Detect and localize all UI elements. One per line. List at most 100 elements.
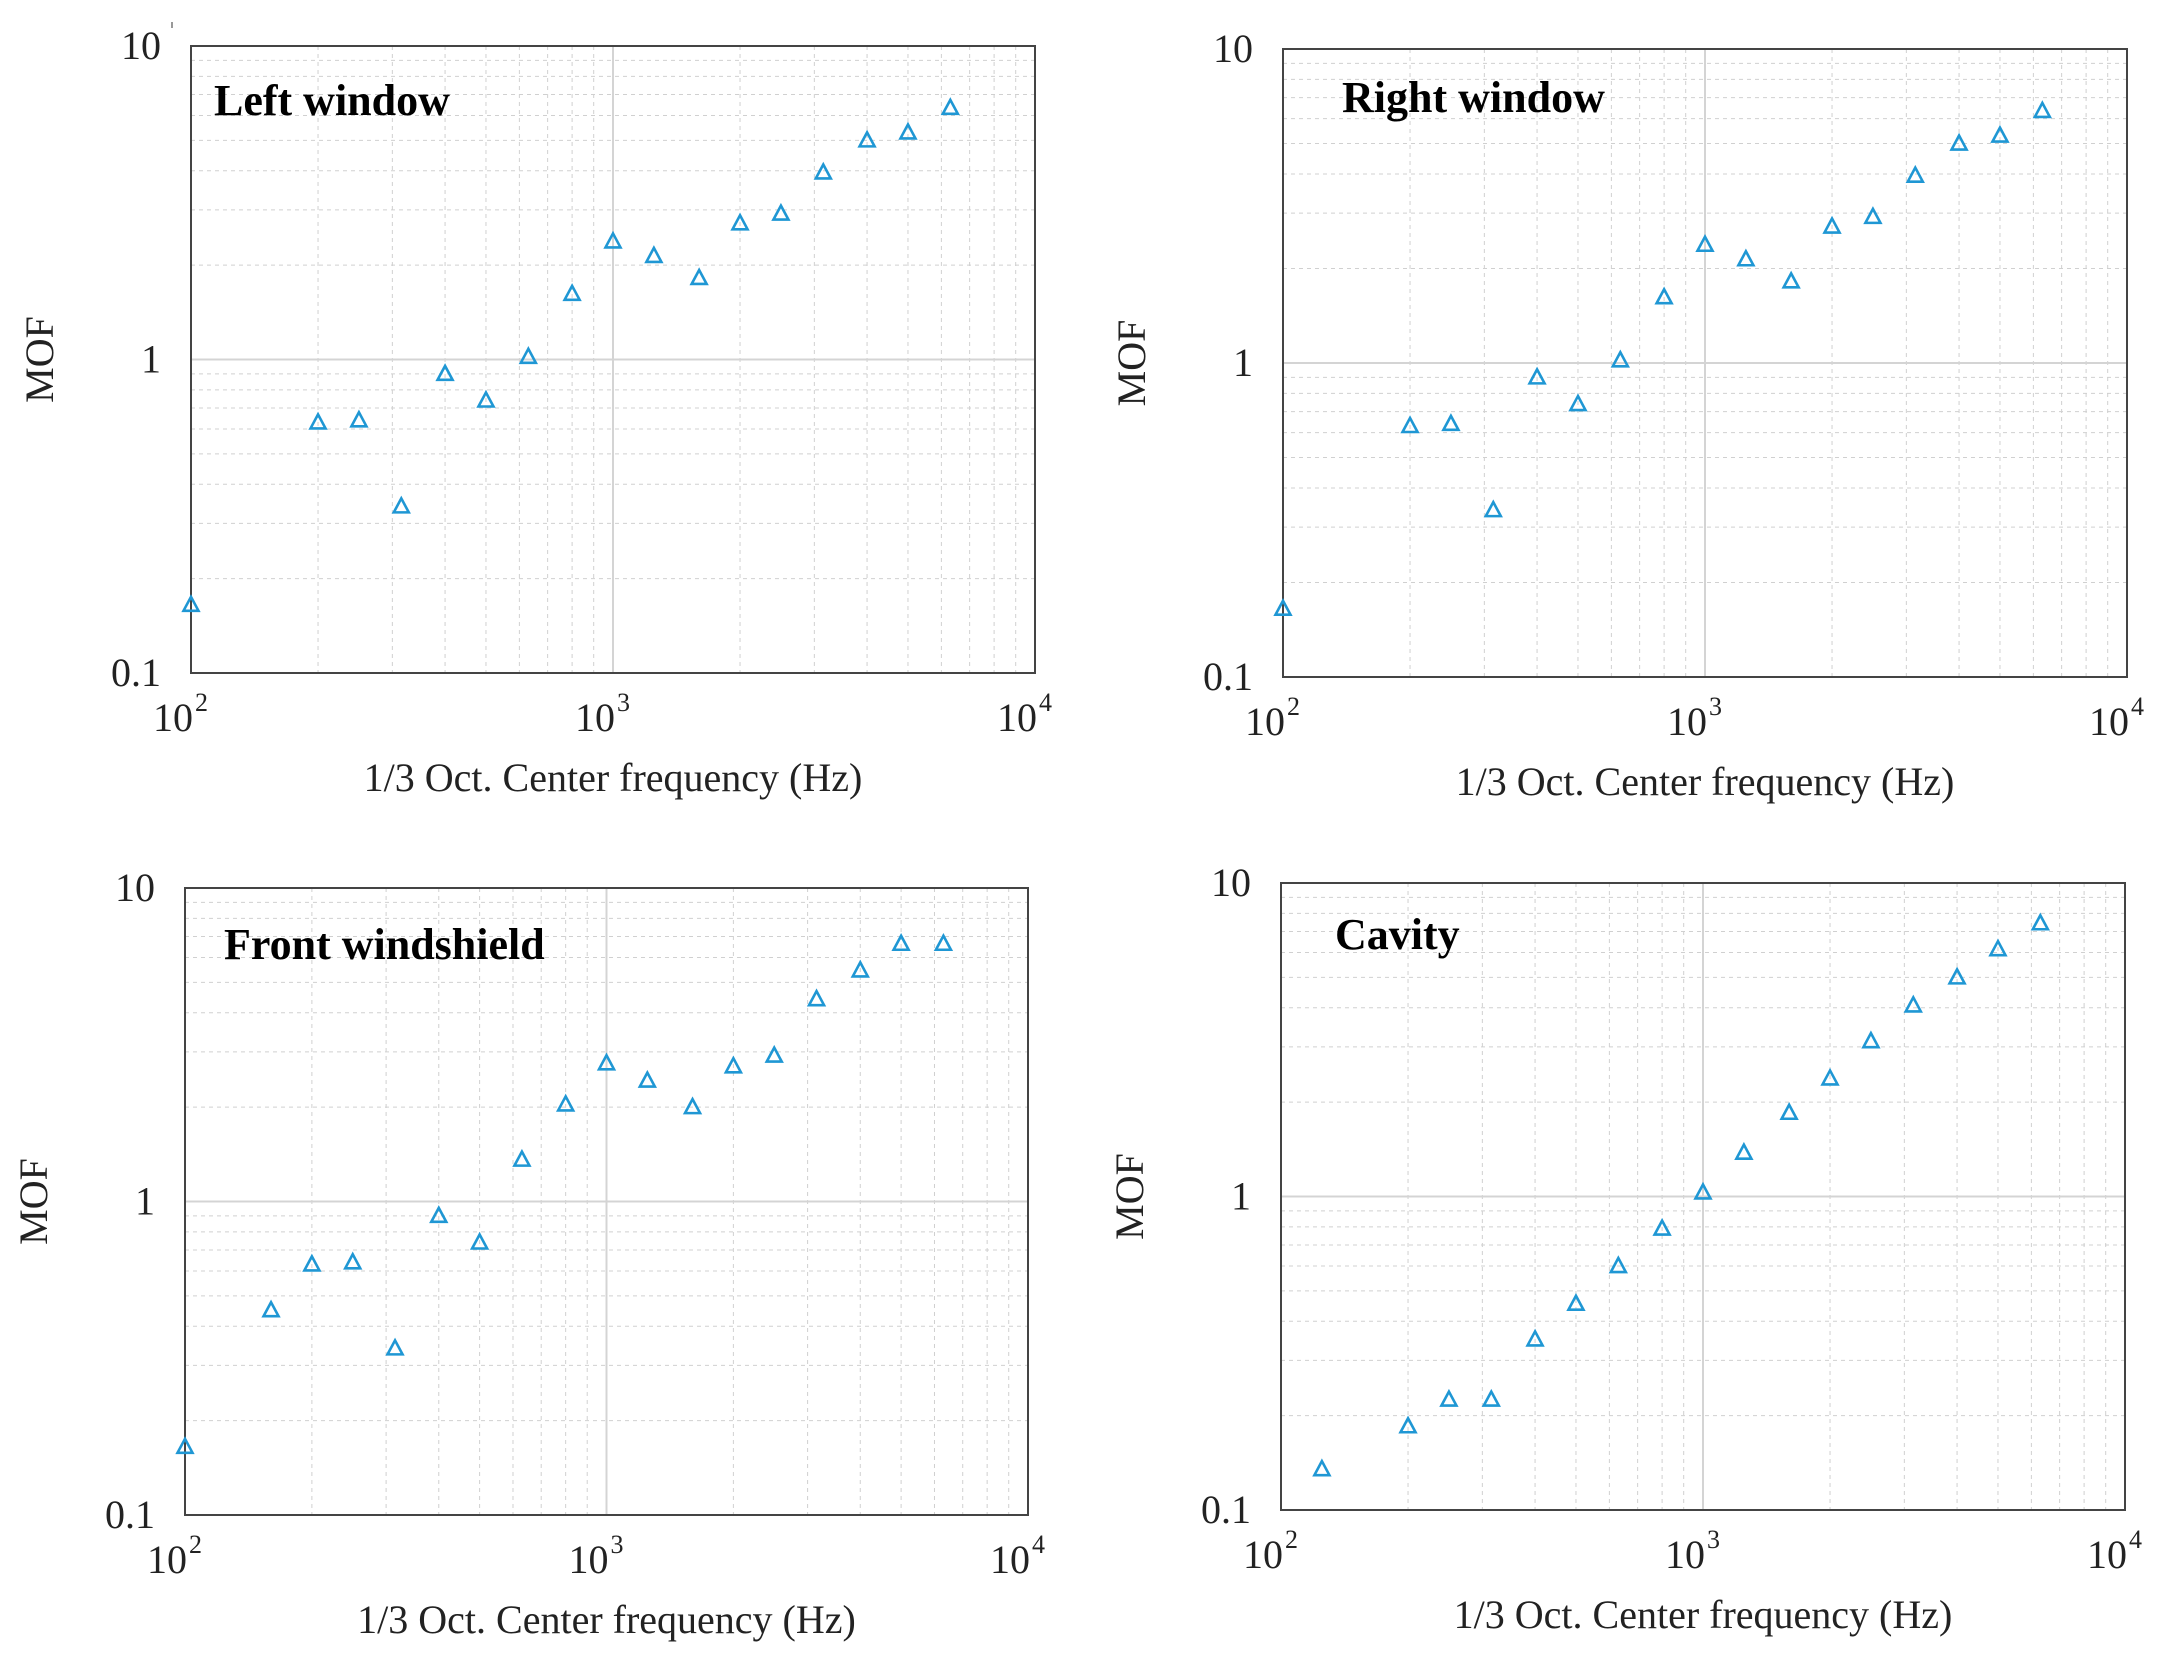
data-point <box>689 267 709 286</box>
panel-title: Left window <box>214 76 450 125</box>
axes-frame <box>1282 48 2128 678</box>
x-tick-base: 10 <box>1243 1532 1283 1577</box>
data-point <box>1990 124 2010 143</box>
x-tick-label: 10 3 <box>1665 1525 1720 1577</box>
data-point <box>771 202 791 221</box>
x-tick-exponent: 4 <box>2129 1525 2142 1554</box>
data-series <box>1273 100 2052 617</box>
data-point <box>850 959 870 978</box>
data-point <box>1400 415 1420 434</box>
y-tick-label: 10 <box>115 865 155 910</box>
data-point <box>637 1069 658 1088</box>
data-point <box>343 1251 363 1270</box>
data-point <box>1988 938 2008 957</box>
x-tick-exponent: 4 <box>1032 1530 1045 1559</box>
data-point <box>813 161 833 180</box>
x-tick-label: 10 3 <box>1667 692 1722 744</box>
x-tick-base: 10 <box>990 1537 1030 1582</box>
x-tick-exponent: 3 <box>1707 1525 1720 1554</box>
data-point <box>933 932 954 952</box>
data-series <box>175 932 954 1455</box>
data-point <box>476 389 496 408</box>
data-point <box>1652 1217 1672 1236</box>
x-tick-label: 10 3 <box>575 688 630 740</box>
x-tick-base: 10 <box>2089 699 2129 744</box>
x-tick-base: 10 <box>569 1537 609 1582</box>
x-tick-base: 10 <box>1245 699 1285 744</box>
data-point <box>302 1253 322 1272</box>
x-tick-base: 10 <box>575 695 615 740</box>
panel-title: Cavity <box>1335 910 1460 959</box>
y-tick-label: 1 <box>1231 1174 1251 1219</box>
x-axis-label: 1/3 Oct. Center frequency (Hz) <box>357 1597 856 1642</box>
data-point <box>469 1231 490 1250</box>
y-tick-label: 1 <box>135 1179 155 1224</box>
data-point <box>562 283 582 302</box>
x-axis-label: 1/3 Oct. Center frequency (Hz) <box>1454 1592 1953 1637</box>
x-tick-exponent: 2 <box>195 688 208 717</box>
data-point <box>1693 1181 1713 1200</box>
data-point <box>385 1337 405 1356</box>
y-tick-label: 0.1 <box>105 1492 155 1537</box>
x-tick-label: 10 2 <box>1245 692 1300 744</box>
y-axis-label: MOF <box>11 1158 56 1245</box>
y-tick-label: 1 <box>141 337 161 382</box>
x-tick-exponent: 3 <box>1709 692 1722 721</box>
data-point <box>1905 164 1925 183</box>
data-point <box>308 411 328 430</box>
data-point <box>1779 1101 1799 1121</box>
x-tick-exponent: 2 <box>1287 692 1300 721</box>
x-tick-exponent: 4 <box>1039 688 1052 717</box>
data-point <box>644 245 664 264</box>
data-point <box>349 409 369 428</box>
data-point <box>1654 286 1674 305</box>
y-axis-label: MOF <box>1109 320 1154 407</box>
data-point <box>1439 1388 1459 1407</box>
data-point <box>1566 1292 1586 1312</box>
data-point <box>730 212 750 231</box>
data-point <box>1736 248 1756 267</box>
y-tick-label: 10 <box>1211 860 1251 905</box>
x-tick-label: 10 2 <box>153 688 208 740</box>
data-point <box>857 129 877 148</box>
data-point <box>1525 1328 1545 1347</box>
data-point <box>898 121 918 140</box>
data-point <box>1608 1255 1628 1274</box>
y-tick-label: 0.1 <box>111 650 161 695</box>
data-point <box>1820 1067 1840 1086</box>
x-tick-base: 10 <box>147 1537 187 1582</box>
data-point <box>518 346 538 365</box>
data-point <box>391 495 411 514</box>
data-point <box>1822 215 1842 234</box>
data-point <box>1861 1030 1881 1049</box>
x-tick-base: 10 <box>1665 1532 1705 1577</box>
data-point <box>1903 994 1923 1013</box>
x-tick-label: 10 2 <box>1243 1525 1298 1577</box>
data-series <box>181 97 960 613</box>
data-point <box>764 1044 784 1063</box>
data-point <box>181 594 201 613</box>
x-tick-label: 10 4 <box>2089 692 2144 744</box>
data-point <box>512 1148 532 1167</box>
data-point <box>2032 100 2052 119</box>
data-point <box>1527 366 1547 385</box>
x-tick-exponent: 3 <box>611 1530 624 1559</box>
data-point <box>603 230 623 249</box>
data-point <box>1483 499 1503 518</box>
panel-title: Front windshield <box>224 920 545 969</box>
data-point <box>940 97 960 116</box>
y-tick-label: 0.1 <box>1203 654 1253 699</box>
data-point <box>1781 270 1801 289</box>
data-point <box>1734 1141 1754 1160</box>
axes-frame <box>1280 882 2126 1511</box>
panel-title: Right window <box>1342 73 1605 122</box>
x-tick-label: 10 4 <box>997 688 1052 740</box>
data-point <box>1947 966 1967 985</box>
data-point <box>1481 1388 1501 1407</box>
data-point <box>1695 234 1715 253</box>
